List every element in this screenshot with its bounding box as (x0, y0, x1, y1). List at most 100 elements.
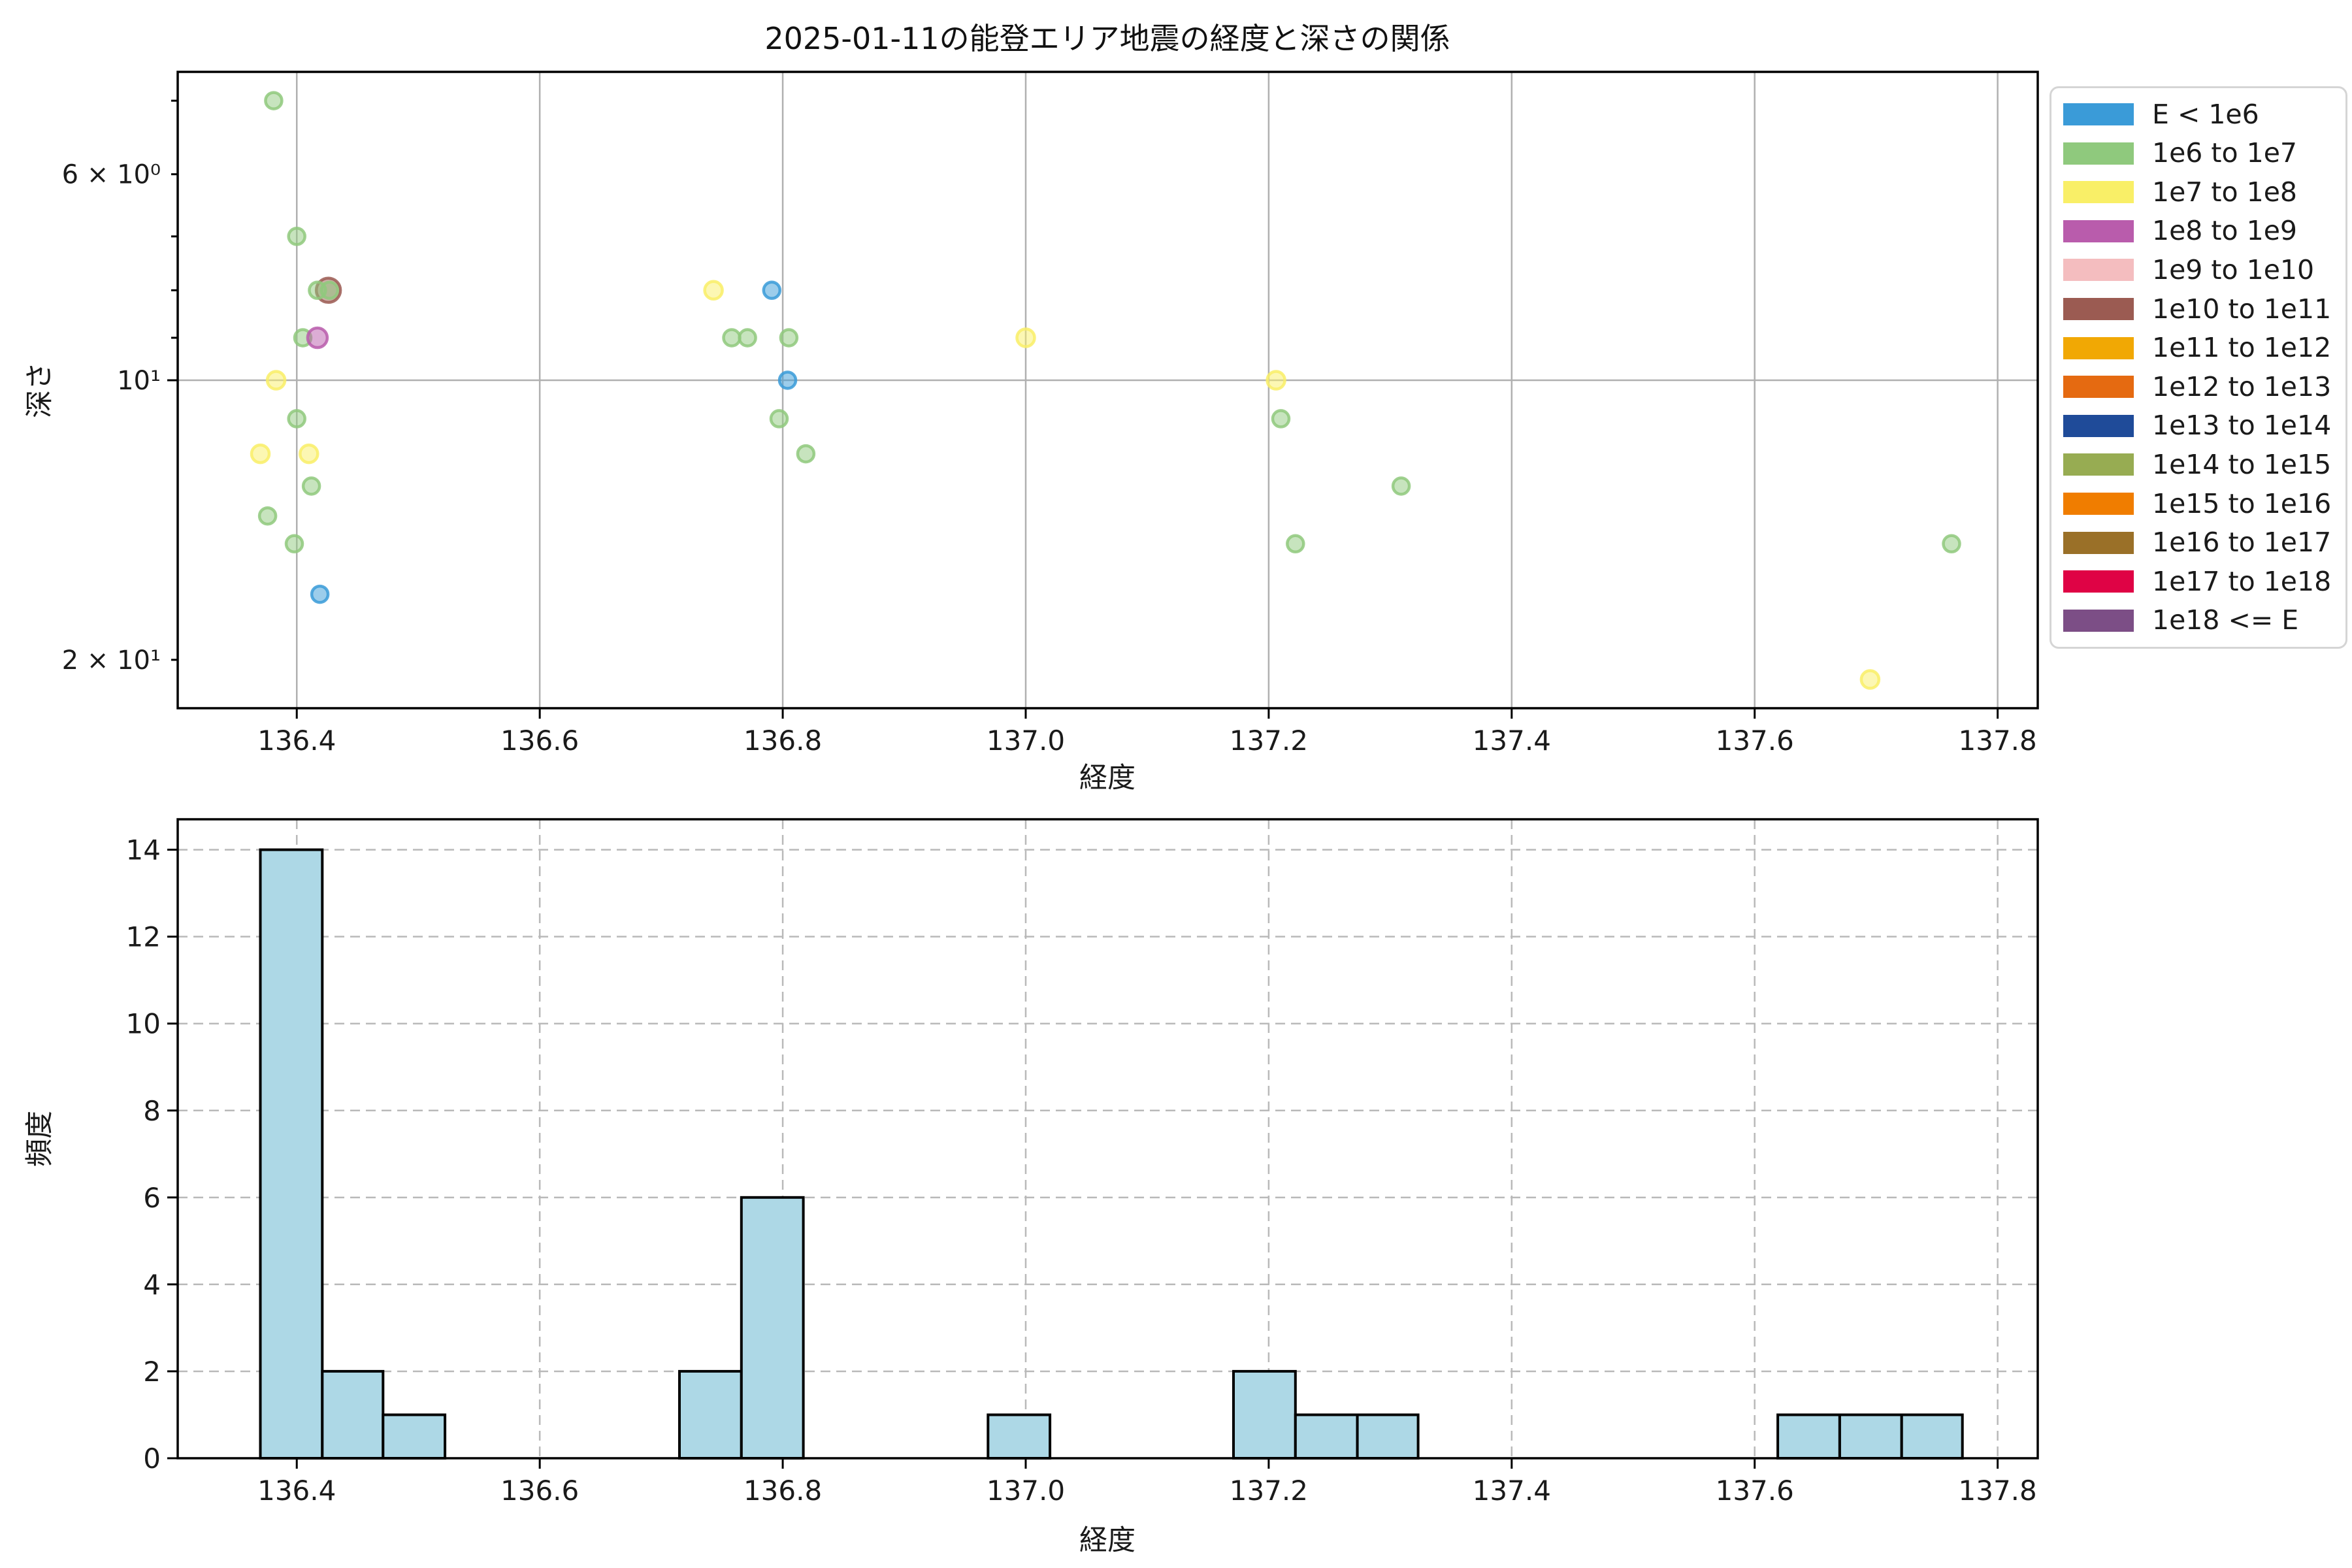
scatter-x-axis-label: 経度 (1079, 762, 1135, 794)
x-tick-label: 137.8 (1959, 1475, 2037, 1507)
legend-item: 1e18 <= E (2051, 606, 2345, 635)
y-tick-label: 10¹ (117, 366, 161, 396)
legend-item: E < 1e6 (2051, 100, 2345, 129)
x-tick-label: 136.4 (257, 1475, 336, 1507)
x-tick-label: 137.8 (1959, 725, 2037, 757)
histogram-bar (1776, 1413, 1841, 1460)
x-tick-label: 137.0 (987, 1475, 1065, 1507)
legend-item-label: 1e7 to 1e8 (2152, 176, 2298, 208)
legend-item: 1e9 to 1e10 (2051, 255, 2345, 284)
x-tick-label: 136.4 (257, 725, 336, 757)
histogram-axes-frame (176, 818, 2039, 1460)
y-tick-label: 10 (126, 1008, 161, 1040)
histogram-bar (1294, 1413, 1359, 1460)
scatter-point (762, 280, 782, 301)
legend-swatch (2063, 376, 2134, 399)
legend-item: 1e13 to 1e14 (2051, 412, 2345, 440)
legend-item: 1e6 to 1e7 (2051, 139, 2345, 168)
x-tick-label: 136.8 (743, 725, 822, 757)
histogram-bar (1232, 1369, 1297, 1460)
legend-item: 1e7 to 1e8 (2051, 178, 2345, 206)
legend-item-label: 1e16 to 1e17 (2152, 527, 2332, 559)
scatter-point (1942, 534, 1961, 554)
legend-item-label: 1e15 to 1e16 (2152, 487, 2332, 519)
histogram-bar (987, 1413, 1052, 1460)
scatter-points (250, 91, 1961, 690)
x-tick-label: 137.0 (987, 725, 1065, 757)
legend-item: 1e15 to 1e16 (2051, 489, 2345, 518)
legend-item-label: 1e12 to 1e13 (2152, 370, 2332, 402)
histogram-bar (1838, 1413, 1903, 1460)
scatter-point (264, 91, 284, 110)
scatter-point (722, 328, 742, 348)
scatter-point (287, 227, 306, 246)
legend-swatch (2063, 453, 2134, 476)
legend: E < 1e6 1e6 to 1e7 1e7 to 1e8 1e8 to 1e9 1e9… (2050, 86, 2347, 649)
legend-item: 1e17 to 1e18 (2051, 567, 2345, 596)
scatter-point (1271, 409, 1291, 429)
legend-swatch (2063, 531, 2134, 554)
legend-swatch (2063, 493, 2134, 515)
y-tick-label: 0 (143, 1443, 161, 1475)
y-tick-label: 8 (143, 1095, 161, 1127)
x-tick-label: 137.6 (1716, 725, 1794, 757)
scatter-point (738, 328, 757, 348)
legend-swatch (2063, 220, 2134, 242)
y-tick-label: 6 × 10⁰ (62, 160, 161, 190)
y-tick-label: 6 (143, 1182, 161, 1214)
scatter-point (250, 443, 271, 465)
legend-item: 1e16 to 1e17 (2051, 529, 2345, 557)
histogram-x-axis-label: 経度 (1079, 1524, 1135, 1557)
legend-swatch (2063, 609, 2134, 632)
x-tick-label: 136.6 (500, 725, 579, 757)
scatter-point (1015, 327, 1036, 348)
legend-swatch (2063, 298, 2134, 321)
legend-item-label: E < 1e6 (2152, 98, 2259, 130)
y-tick-label: 12 (126, 921, 161, 953)
histogram-gridlines (178, 819, 2038, 1458)
legend-swatch (2063, 181, 2134, 204)
scatter-point (777, 370, 798, 390)
legend-swatch (2063, 336, 2134, 359)
x-tick-label: 136.6 (500, 1475, 579, 1507)
scatter-point (310, 584, 330, 604)
histogram-ticks (167, 849, 1999, 1469)
scatter-point (319, 280, 340, 301)
histogram-bar (740, 1196, 805, 1460)
histogram-bars (259, 848, 1964, 1460)
legend-item-label: 1e10 to 1e11 (2152, 293, 2332, 325)
scatter-point (287, 409, 306, 429)
x-tick-label: 137.2 (1230, 725, 1308, 757)
legend-item-label: 1e9 to 1e10 (2152, 253, 2315, 286)
scatter-point (769, 409, 789, 429)
histogram-bar (382, 1413, 447, 1460)
scatter-point (284, 534, 304, 554)
scatter-point (299, 443, 319, 465)
histogram-bar (678, 1369, 743, 1460)
scatter-tick-labels: 136.4 136.6 136.8 137.0 137.2 137.4 137.6 137.8… (62, 160, 2037, 757)
legend-item-label: 1e8 to 1e9 (2152, 215, 2298, 247)
legend-item: 1e10 to 1e11 (2051, 295, 2345, 323)
scatter-point (257, 506, 278, 526)
x-tick-label: 136.8 (743, 1475, 822, 1507)
scatter-point (1391, 476, 1411, 496)
legend-item: 1e11 to 1e12 (2051, 334, 2345, 363)
legend-item-label: 1e13 to 1e14 (2152, 410, 2332, 442)
histogram-bar (321, 1369, 385, 1460)
legend-item-label: 1e6 to 1e7 (2152, 137, 2298, 169)
histogram-bar (1356, 1413, 1420, 1460)
x-tick-label: 137.6 (1716, 1475, 1794, 1507)
histogram-tick-labels: 136.4 136.6 136.8 137.0 137.2 137.4 137.6 137.8… (126, 834, 2037, 1507)
y-tick-label: 4 (143, 1269, 161, 1301)
histogram-y-axis-label: 頻度 (24, 1111, 56, 1167)
legend-item: 1e14 to 1e15 (2051, 450, 2345, 479)
x-tick-label: 137.4 (1473, 1475, 1551, 1507)
y-tick-label: 2 (143, 1356, 161, 1388)
scatter-point (265, 370, 287, 391)
scatter-y-axis-label: 深さ (24, 362, 56, 418)
y-tick-label: 2 × 10¹ (62, 645, 161, 676)
scatter-point (1286, 534, 1305, 554)
scatter-axes-frame (176, 71, 2039, 710)
